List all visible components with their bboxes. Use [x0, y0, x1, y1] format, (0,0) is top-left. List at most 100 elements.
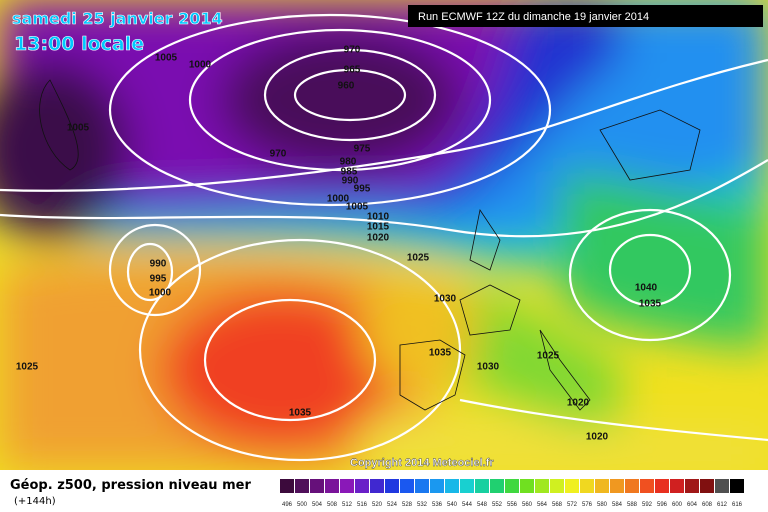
scale-swatch: [280, 479, 294, 493]
scale-label: 504: [312, 502, 323, 508]
isobar-label: 1020: [567, 398, 590, 409]
scale-label: 544: [462, 502, 473, 508]
scale-swatch: [550, 479, 564, 493]
isobar-label: 1035: [429, 348, 452, 359]
isobar-label: 965: [344, 65, 361, 76]
scale-label: 580: [597, 502, 608, 508]
isobar-label: 970: [270, 149, 287, 160]
scale-swatch: [445, 479, 459, 493]
isobar-label: 1005: [346, 202, 369, 213]
scale-label: 588: [627, 502, 638, 508]
scale-swatch: [535, 479, 549, 493]
scale-label: 568: [552, 502, 563, 508]
isobar-label: 1015: [367, 222, 390, 233]
isobar-label: 960: [338, 81, 355, 92]
scale-swatch: [610, 479, 624, 493]
scale-label: 524: [387, 502, 398, 508]
isobar-label: 1025: [16, 362, 39, 373]
scale-label: 520: [372, 502, 383, 508]
isobar-label: 1000: [189, 60, 212, 71]
isobar-label: 1040: [635, 283, 658, 294]
coastlines: [39, 79, 701, 411]
scale-label: 604: [687, 502, 698, 508]
legend-title: Géop. z500, pression niveau mer: [10, 478, 251, 493]
scale-swatch: [640, 479, 654, 493]
scale-swatch: [460, 479, 474, 493]
isobar-label: 985: [341, 167, 358, 178]
isobar-label: 1020: [367, 233, 390, 244]
scale-label: 560: [522, 502, 533, 508]
isobars: [0, 13, 768, 462]
scale-swatch: [625, 479, 639, 493]
scale-label: 608: [702, 502, 713, 508]
scale-label: 596: [657, 502, 668, 508]
scale-swatch: [715, 479, 729, 493]
scale-label: 556: [507, 502, 518, 508]
isobar-label: 975: [354, 144, 371, 155]
scale-label: 584: [612, 502, 623, 508]
scale-swatch: [655, 479, 669, 493]
scale-label: 500: [297, 502, 308, 508]
scale-swatch: [580, 479, 594, 493]
lead-time: (+144h): [14, 496, 56, 507]
isobar-label: 970: [344, 45, 361, 56]
scale-label: 592: [642, 502, 653, 508]
valid-date: samedi 25 janvier 2014: [12, 9, 223, 28]
isobar-label: 1025: [537, 351, 560, 362]
isobar-label: 1025: [407, 253, 430, 264]
scale-label: 600: [672, 502, 683, 508]
scale-swatch: [295, 479, 309, 493]
scale-swatch: [685, 479, 699, 493]
scale-label: 564: [537, 502, 548, 508]
isobar-label: 1005: [67, 123, 90, 134]
scale-label: 572: [567, 502, 578, 508]
scale-label: 536: [432, 502, 443, 508]
copyright: Copyright 2014 Meteociel.fr: [350, 457, 494, 469]
scale-swatch: [325, 479, 339, 493]
isobar-label: 990: [342, 176, 359, 187]
scale-swatch: [595, 479, 609, 493]
scale-label: 528: [402, 502, 413, 508]
isobar-label: 1020: [586, 432, 609, 443]
scale-swatch: [505, 479, 519, 493]
scale-label: 540: [447, 502, 458, 508]
scale-label: 496: [282, 502, 293, 508]
isobar-label: 1000: [327, 194, 350, 205]
scale-swatch: [490, 479, 504, 493]
scale-swatch: [700, 479, 714, 493]
scale-swatch: [400, 479, 414, 493]
scale-label: 548: [477, 502, 488, 508]
scale-label: 532: [417, 502, 428, 508]
isobar-label: 1030: [477, 362, 500, 373]
valid-time: 13:00 locale: [14, 33, 144, 55]
scale-swatch: [340, 479, 354, 493]
run-box: [408, 5, 763, 27]
isobar-label: 1035: [289, 408, 312, 419]
color-scale: 496 500 504 508 512 516 520 524 528 532 536 540 544 5…: [280, 479, 744, 508]
scale-swatch: [730, 479, 744, 493]
isobar-label: 1005: [155, 53, 178, 64]
isobar-label: 1000: [149, 288, 172, 299]
scale-label: 508: [327, 502, 338, 508]
scale-swatch: [565, 479, 579, 493]
isobar-label: 980: [340, 157, 357, 168]
scale-swatch: [520, 479, 534, 493]
scale-label: 576: [582, 502, 593, 508]
isobar-label: 1010: [367, 212, 390, 223]
scale-label: 612: [717, 502, 728, 508]
isobar-label: 1035: [639, 299, 662, 310]
scale-swatch: [475, 479, 489, 493]
isobar-label: 990: [150, 259, 167, 270]
scale-label: 516: [357, 502, 368, 508]
scale-swatch: [670, 479, 684, 493]
scale-swatch: [370, 479, 384, 493]
isobar-label: 995: [150, 274, 167, 285]
scale-label: 616: [732, 502, 743, 508]
scale-swatch: [430, 479, 444, 493]
scale-label: 552: [492, 502, 503, 508]
isobar-label: 995: [354, 184, 371, 195]
